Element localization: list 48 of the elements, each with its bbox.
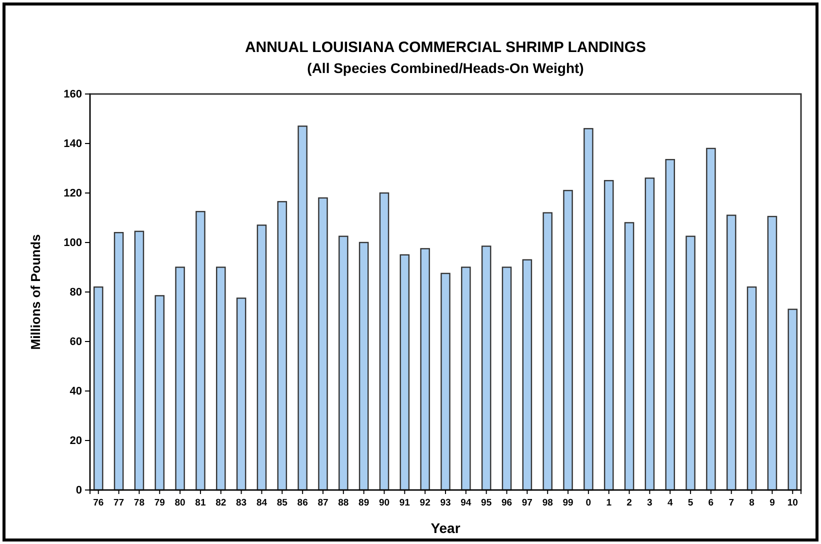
x-tick-label: 3 — [647, 498, 652, 509]
x-tick-label: 7 — [728, 498, 734, 509]
y-tick-label: 0 — [76, 484, 82, 497]
x-tick-label: 89 — [358, 498, 370, 509]
x-tick-label: 91 — [399, 498, 411, 509]
x-tick-label: 84 — [256, 498, 268, 509]
y-tick-label: 120 — [64, 188, 82, 200]
x-tick-label: 1 — [606, 498, 612, 509]
y-tick-label: 80 — [70, 286, 82, 299]
x-tick-label: 96 — [501, 498, 512, 509]
chart-subtitle: (All Species Combined/Heads-On Weight) — [307, 60, 584, 76]
x-tick-label: 5 — [688, 498, 694, 509]
x-tick-label: 85 — [276, 498, 288, 509]
x-tick-label: 0 — [586, 498, 592, 509]
y-tick-label: 160 — [64, 88, 82, 101]
y-axis-title: Millions of Pounds — [28, 234, 43, 350]
x-tick-label: 76 — [93, 498, 104, 509]
y-tick-label: 100 — [64, 237, 82, 250]
x-tick-label: 6 — [708, 498, 714, 509]
x-axis-title: Year — [430, 520, 461, 536]
x-tick-label: 2 — [626, 498, 632, 509]
x-tick-label: 99 — [562, 498, 574, 509]
x-tick-label: 4 — [667, 498, 674, 509]
y-tick-label: 40 — [70, 386, 82, 398]
x-tick-label: 94 — [460, 498, 472, 509]
y-tick-label: 60 — [70, 336, 82, 348]
x-tick-label: 8 — [749, 498, 754, 509]
x-tick-label: 9 — [770, 498, 775, 509]
x-tick-label: 80 — [174, 498, 186, 509]
x-tick-label: 97 — [522, 498, 532, 509]
x-tick-label: 87 — [318, 498, 328, 509]
x-tick-label: 93 — [440, 498, 451, 509]
x-tick-label: 86 — [297, 498, 308, 509]
x-tick-label: 90 — [378, 498, 390, 509]
x-tick-label: 77 — [114, 498, 124, 509]
x-tick-label: 10 — [787, 498, 798, 509]
x-tick-label: 81 — [195, 498, 206, 509]
x-tick-label: 95 — [481, 498, 492, 509]
x-tick-label: 98 — [542, 498, 553, 509]
x-tick-label: 82 — [216, 498, 226, 509]
x-tick-label: 78 — [134, 498, 144, 509]
y-tick-label: 20 — [70, 435, 82, 448]
x-tick-label: 83 — [236, 498, 247, 509]
chart-title: ANNUAL LOUISIANA COMMERCIAL SHRIMP LANDINGS — [244, 39, 646, 56]
x-tick-label: 92 — [420, 498, 430, 509]
x-tick-label: 88 — [338, 498, 349, 509]
y-tick-label: 140 — [64, 138, 82, 150]
x-tick-label: 79 — [154, 498, 165, 509]
